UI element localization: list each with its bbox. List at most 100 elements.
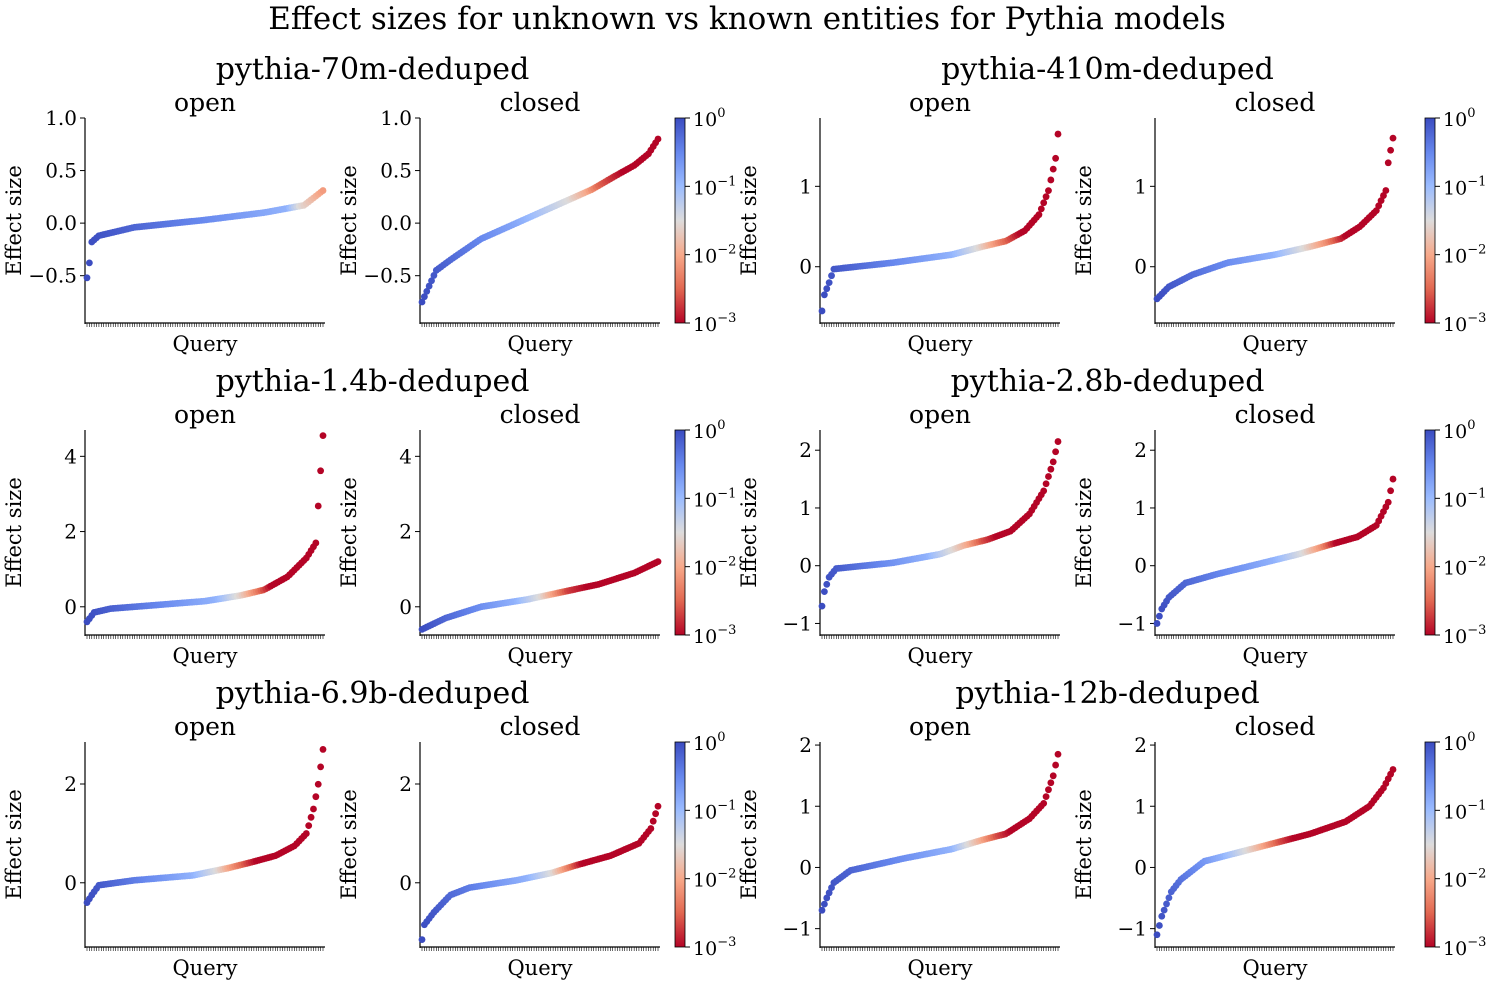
data-point bbox=[649, 817, 657, 825]
data-point bbox=[1047, 779, 1055, 787]
subplot-title: open bbox=[909, 712, 971, 741]
colorbar-tick-label: 10−3 bbox=[693, 935, 736, 960]
data-point bbox=[1052, 761, 1060, 769]
y-tick-label: 0 bbox=[64, 871, 77, 895]
data-point bbox=[317, 763, 325, 771]
data-point bbox=[820, 900, 828, 908]
colorbar-tick-label: 10−2 bbox=[693, 555, 736, 580]
model-title: pythia-12b-deduped bbox=[955, 676, 1259, 711]
scatter-points bbox=[83, 432, 327, 626]
data-point bbox=[825, 279, 833, 286]
data-point bbox=[828, 272, 835, 280]
data-point bbox=[1384, 498, 1392, 506]
subplot-title: closed bbox=[500, 712, 581, 741]
colorbar-tick-label: 100 bbox=[1443, 418, 1475, 443]
data-point bbox=[428, 277, 435, 285]
model-title: pythia-6.9b-deduped bbox=[216, 676, 530, 711]
y-tick-label: 0 bbox=[1134, 855, 1147, 879]
colorbar-gradient bbox=[1424, 741, 1436, 948]
y-tick-label: 2 bbox=[1134, 438, 1147, 462]
data-point bbox=[823, 894, 831, 902]
colorbar-tick-label: 10−1 bbox=[1443, 174, 1486, 199]
data-point bbox=[652, 810, 660, 818]
data-point bbox=[1047, 176, 1055, 184]
data-point bbox=[820, 588, 828, 596]
subplot-pythia-70m-deduped-open: open 1.0 0.5 0.0 −0.5 Query Effect size bbox=[2, 88, 327, 356]
y-tick-label: 0.0 bbox=[45, 211, 77, 235]
data-point bbox=[820, 291, 828, 299]
data-point bbox=[1045, 187, 1052, 194]
scatter-points bbox=[818, 750, 1062, 914]
data-point bbox=[654, 135, 662, 143]
data-point bbox=[1037, 205, 1045, 213]
y-axis-label: Effect size bbox=[2, 165, 26, 276]
scatter-points bbox=[418, 802, 662, 943]
y-tick-label: 1 bbox=[1134, 174, 1147, 198]
data-point bbox=[423, 287, 431, 295]
data-point bbox=[314, 780, 322, 788]
colorbar-gradient bbox=[674, 741, 686, 948]
x-axis-label: Query bbox=[507, 332, 572, 356]
y-tick-label: 2 bbox=[1134, 733, 1147, 757]
data-point bbox=[1377, 197, 1385, 205]
data-point bbox=[85, 259, 93, 267]
colorbar-tick-label: 100 bbox=[693, 106, 725, 131]
data-point bbox=[314, 502, 322, 510]
data-point bbox=[1045, 786, 1052, 794]
scatter-points bbox=[418, 558, 662, 633]
y-axis-label: Effect size bbox=[337, 165, 361, 276]
data-point bbox=[1045, 473, 1052, 480]
data-point bbox=[430, 272, 438, 279]
data-point bbox=[1052, 448, 1060, 456]
data-point bbox=[1049, 165, 1057, 173]
data-point bbox=[1052, 154, 1060, 162]
data-point bbox=[818, 307, 826, 315]
colorbar: 100 10−1 10−2 10−3 bbox=[1424, 730, 1486, 960]
y-tick-label: 1.0 bbox=[45, 106, 77, 130]
model-title: pythia-2.8b-deduped bbox=[951, 364, 1265, 399]
colorbar-tick-label: 10−3 bbox=[693, 623, 736, 648]
data-point bbox=[1042, 193, 1050, 201]
data-point bbox=[1387, 146, 1395, 154]
y-tick-label: −1 bbox=[1118, 917, 1147, 941]
y-tick-label: 0.5 bbox=[380, 159, 412, 183]
data-point bbox=[825, 889, 833, 897]
y-axis-label: Effect size bbox=[337, 477, 361, 588]
data-point bbox=[818, 602, 826, 610]
x-axis-label: Query bbox=[1242, 644, 1307, 668]
colorbar-tick-label: 10−2 bbox=[693, 867, 736, 892]
data-point bbox=[1158, 912, 1166, 920]
data-point bbox=[305, 822, 313, 830]
data-point bbox=[1153, 620, 1161, 627]
colorbar-tick-label: 10−2 bbox=[1443, 555, 1486, 580]
colorbar-tick-label: 100 bbox=[1443, 106, 1475, 131]
x-axis-label: Query bbox=[507, 644, 572, 668]
scatter-points bbox=[83, 187, 327, 282]
data-point bbox=[418, 936, 426, 943]
data-point bbox=[83, 274, 91, 282]
y-tick-label: 2 bbox=[399, 520, 412, 544]
subplot-pythia-1.4b-deduped-closed: closed 4 2 0 Query Effect size bbox=[337, 400, 662, 668]
data-point bbox=[1389, 766, 1397, 773]
y-tick-label: 2 bbox=[799, 438, 812, 462]
data-point bbox=[823, 285, 831, 293]
colorbar-gradient bbox=[674, 117, 686, 324]
y-tick-label: 1.0 bbox=[380, 106, 412, 130]
scatter-points bbox=[818, 130, 1062, 315]
colorbar-tick-label: 10−3 bbox=[693, 311, 736, 336]
model-title: pythia-410m-deduped bbox=[941, 52, 1274, 87]
subplot-title: closed bbox=[500, 400, 581, 429]
data-point bbox=[310, 805, 317, 813]
y-axis-label: Effect size bbox=[1072, 165, 1096, 276]
data-point bbox=[1380, 192, 1387, 199]
data-point bbox=[1389, 475, 1397, 483]
y-tick-label: 1 bbox=[799, 174, 812, 198]
data-point bbox=[420, 293, 428, 301]
y-tick-label: 4 bbox=[399, 444, 412, 468]
data-point bbox=[1163, 900, 1170, 908]
y-tick-label: 1 bbox=[1134, 794, 1147, 818]
x-axis-label: Query bbox=[507, 956, 572, 980]
y-tick-label: 0.5 bbox=[45, 159, 77, 183]
colorbar-gradient bbox=[674, 429, 686, 636]
scatter-points bbox=[1153, 766, 1397, 939]
